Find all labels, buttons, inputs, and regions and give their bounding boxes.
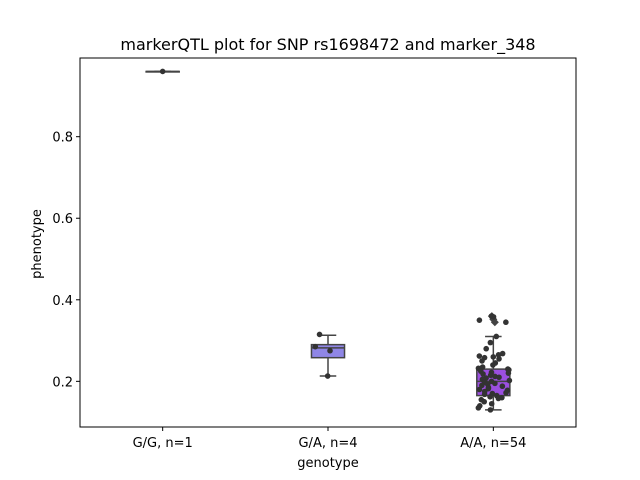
data-point [312, 343, 319, 350]
data-point [495, 352, 502, 358]
data-point [475, 405, 482, 411]
data-point [159, 68, 166, 75]
data-point [499, 383, 506, 390]
data-point [487, 407, 494, 413]
outlier-point [490, 318, 499, 327]
y-tick-label: 0.8 [52, 131, 73, 146]
data-point [496, 356, 502, 362]
data-point [487, 339, 494, 346]
data-point [506, 377, 513, 384]
data-point [483, 345, 490, 352]
x-axis-label: genotype [297, 456, 358, 471]
data-point [503, 319, 509, 326]
data-point [488, 400, 495, 407]
data-point [316, 331, 323, 338]
data-point [479, 382, 485, 389]
data-point [479, 358, 485, 364]
data-point [476, 386, 483, 393]
data-point [487, 372, 494, 379]
data-point [503, 389, 509, 396]
plot-frame [79, 57, 577, 428]
data-point [324, 373, 331, 379]
chart-title: markerQTL plot for SNP rs1698472 and mar… [120, 35, 535, 55]
data-point [476, 317, 483, 323]
data-point [476, 353, 483, 359]
data-point [505, 370, 512, 376]
data-point [490, 362, 496, 368]
data-point [495, 395, 502, 402]
data-point [490, 354, 497, 360]
y-tick-label: 0.6 [52, 212, 73, 227]
x-tick-label: A/A, n=54 [460, 436, 526, 451]
data-point [492, 380, 498, 387]
data-point [496, 374, 502, 381]
data-point [327, 347, 333, 354]
data-point [481, 391, 488, 398]
y-axis-label: phenotype [30, 209, 45, 279]
data-point [480, 371, 486, 377]
x-tick-label: G/G, n=1 [133, 436, 193, 451]
x-tick-label: G/A, n=4 [298, 436, 357, 451]
plot-content: 0.2 0.4 0.6 0.8 G/G, n=1 G/A, n=4 A/A, n=54 [52, 68, 526, 451]
y-tick-label: 0.2 [52, 375, 73, 390]
data-point [493, 333, 500, 340]
box-1 [310, 334, 346, 377]
data-point [490, 314, 497, 320]
y-tick-label: 0.4 [52, 294, 73, 309]
data-point [481, 398, 488, 405]
data-point [487, 394, 493, 400]
